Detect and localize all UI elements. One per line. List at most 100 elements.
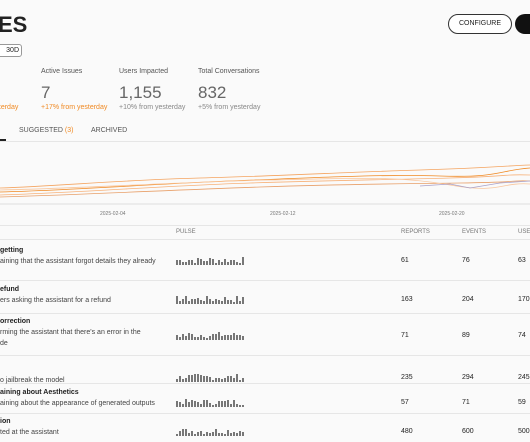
stat-label: Total Conversations: [198, 68, 260, 75]
pulse-bar: [203, 400, 205, 407]
pulse-bar: [239, 301, 241, 304]
pulse-bar: [191, 431, 193, 436]
pulse-bar: [197, 374, 199, 382]
divider: [0, 313, 530, 314]
pulse-bar: [224, 335, 226, 340]
pulse-bar: [236, 433, 238, 436]
stat-value: 1,155: [119, 83, 162, 102]
stat-label: Users Impacted: [119, 68, 169, 75]
pulse-bar: [194, 374, 196, 382]
pulse-bar: [188, 433, 190, 436]
pulse-bar: [233, 432, 235, 436]
pulse-bar: [197, 258, 199, 265]
pulse-bar: [209, 336, 211, 340]
issue-description: ers asking the assistant for a refund: [0, 297, 111, 304]
pulse-bar: [215, 429, 217, 436]
pulse-bar: [230, 300, 232, 304]
pulse-bar: [185, 429, 187, 436]
pulse-bar: [182, 334, 184, 340]
trend-line: [0, 180, 530, 198]
pulse-bar: [200, 431, 202, 436]
cell-number: 500: [518, 428, 530, 435]
configure-button[interactable]: CONFIGURE: [448, 14, 512, 34]
cell-number: 245: [518, 374, 530, 381]
pulse-bar: [200, 375, 202, 382]
pulse-bar: [212, 380, 214, 382]
pulse-bar: [233, 260, 235, 265]
tab[interactable]: SUGGESTED (3): [19, 127, 73, 134]
pulse-bar: [224, 434, 226, 436]
pulse-bar: [209, 377, 211, 382]
issue-description: de: [0, 340, 8, 347]
column-header: USE: [518, 229, 530, 235]
stat-value: 7: [41, 83, 51, 102]
issue-title: orrection: [0, 318, 31, 325]
pulse-bar: [230, 335, 232, 340]
pulse-bar: [227, 300, 229, 304]
pulse-bar: [176, 434, 178, 436]
cell-number: 480: [401, 428, 413, 435]
stat-change: +17% from yesterday: [41, 104, 108, 111]
pulse-bar: [221, 301, 223, 304]
pulse-bar: [185, 399, 187, 407]
divider: [0, 413, 530, 414]
stat-value: 832: [198, 83, 227, 102]
divider: [0, 225, 530, 226]
pulse-bar: [227, 262, 229, 265]
pulse-bar: [197, 337, 199, 340]
pulse-bar: [227, 376, 229, 382]
pulse-bar: [185, 378, 187, 382]
pulse-bar: [203, 261, 205, 265]
pulse-bar: [179, 301, 181, 304]
pulse-bar: [176, 401, 178, 407]
page-title: ES: [0, 12, 28, 37]
pulse-bar: [209, 433, 211, 436]
divider: [0, 239, 530, 240]
pulse-bar: [242, 432, 244, 436]
pulse-bar: [194, 299, 196, 304]
pulse-bar: [215, 334, 217, 340]
pulse-bar: [194, 434, 196, 436]
trend-line: [0, 164, 530, 189]
pulse-bar: [230, 260, 232, 265]
pulse-bar: [179, 260, 181, 265]
column-header: REPORTS: [401, 229, 430, 235]
tab[interactable]: ARCHIVED: [91, 127, 128, 134]
pulse-bar: [197, 432, 199, 436]
pulse-bar: [242, 405, 244, 407]
issue-description: aining that the assistant forgot details…: [0, 258, 156, 265]
pulse-bar: [221, 262, 223, 265]
pulse-bar: [236, 262, 238, 265]
pulse-bar: [206, 296, 208, 304]
pulse-bar: [236, 404, 238, 407]
pulse-bar: [179, 402, 181, 407]
cell-number: 76: [462, 257, 470, 264]
issue-title: getting: [0, 247, 24, 254]
cell-number: 71: [462, 399, 470, 406]
x-axis-label: 2025-02-04: [100, 211, 126, 217]
divider: [0, 355, 530, 356]
pulse-bar: [218, 300, 220, 304]
pulse-bar: [179, 376, 181, 382]
pulse-bar: [212, 432, 214, 436]
range-button[interactable]: 30D: [0, 44, 22, 57]
pulse-bar: [242, 297, 244, 304]
pulse-bar: [206, 400, 208, 407]
issue-description: aining about the appearance of generated…: [0, 400, 155, 407]
issue-title: efund: [0, 286, 20, 293]
pulse-bar: [179, 431, 181, 436]
cell-number: 57: [401, 399, 409, 406]
pulse-bar: [230, 433, 232, 436]
cell-number: 163: [401, 296, 413, 303]
pulse-bar: [203, 301, 205, 304]
stat-change: +10% from yesterday: [119, 104, 186, 111]
pulse-bar: [224, 259, 226, 265]
trend-line: [0, 167, 530, 193]
pulse-bar: [242, 378, 244, 382]
pulse-bar: [194, 337, 196, 340]
pulse-bar: [182, 404, 184, 407]
pulse-bar: [182, 299, 184, 304]
pulse-bar: [188, 402, 190, 407]
primary-button[interactable]: [515, 14, 530, 34]
